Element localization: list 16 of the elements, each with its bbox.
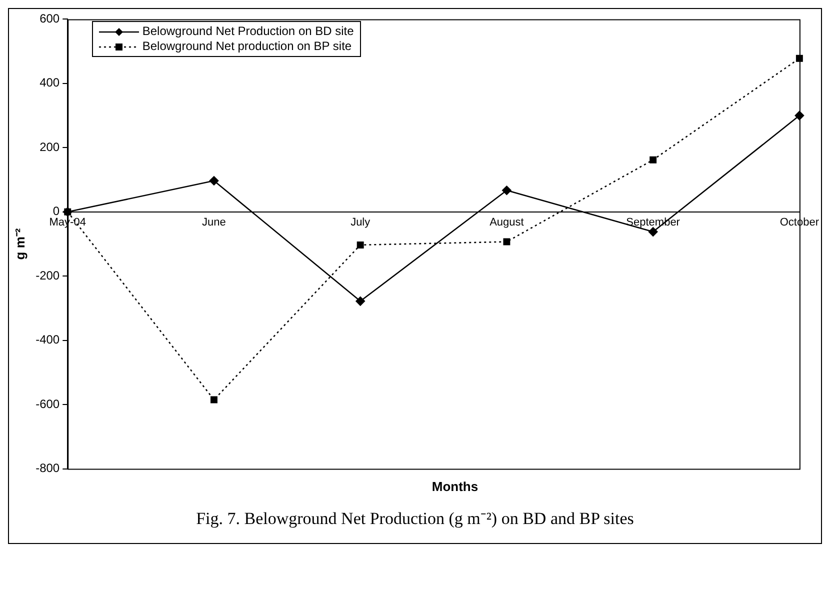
x-tick-label: August (490, 216, 524, 229)
y-tick-label: 600 (40, 12, 60, 26)
y-tick-label: -400 (36, 332, 60, 347)
legend-label: Belowground Net production on BP site (142, 39, 352, 53)
y-tick-label: 200 (40, 140, 60, 154)
y-tick-label: -800 (36, 461, 60, 476)
y-tick-label: 0 (52, 204, 60, 218)
x-axis-title: Months (430, 479, 480, 494)
y-tick-label: -600 (36, 396, 60, 411)
legend-label: Belowground Net Production on BD site (142, 24, 354, 38)
y-tick-label: 400 (40, 76, 60, 90)
y-axis-title: g m⁻² (12, 228, 28, 260)
caption: Fig. 7. Belowground Net Production (g m⁻²) on BD and BP sites (195, 508, 635, 529)
x-tick-label: June (202, 216, 226, 229)
y-tick-label: -200 (36, 268, 60, 282)
x-tick-label: July (350, 216, 371, 229)
